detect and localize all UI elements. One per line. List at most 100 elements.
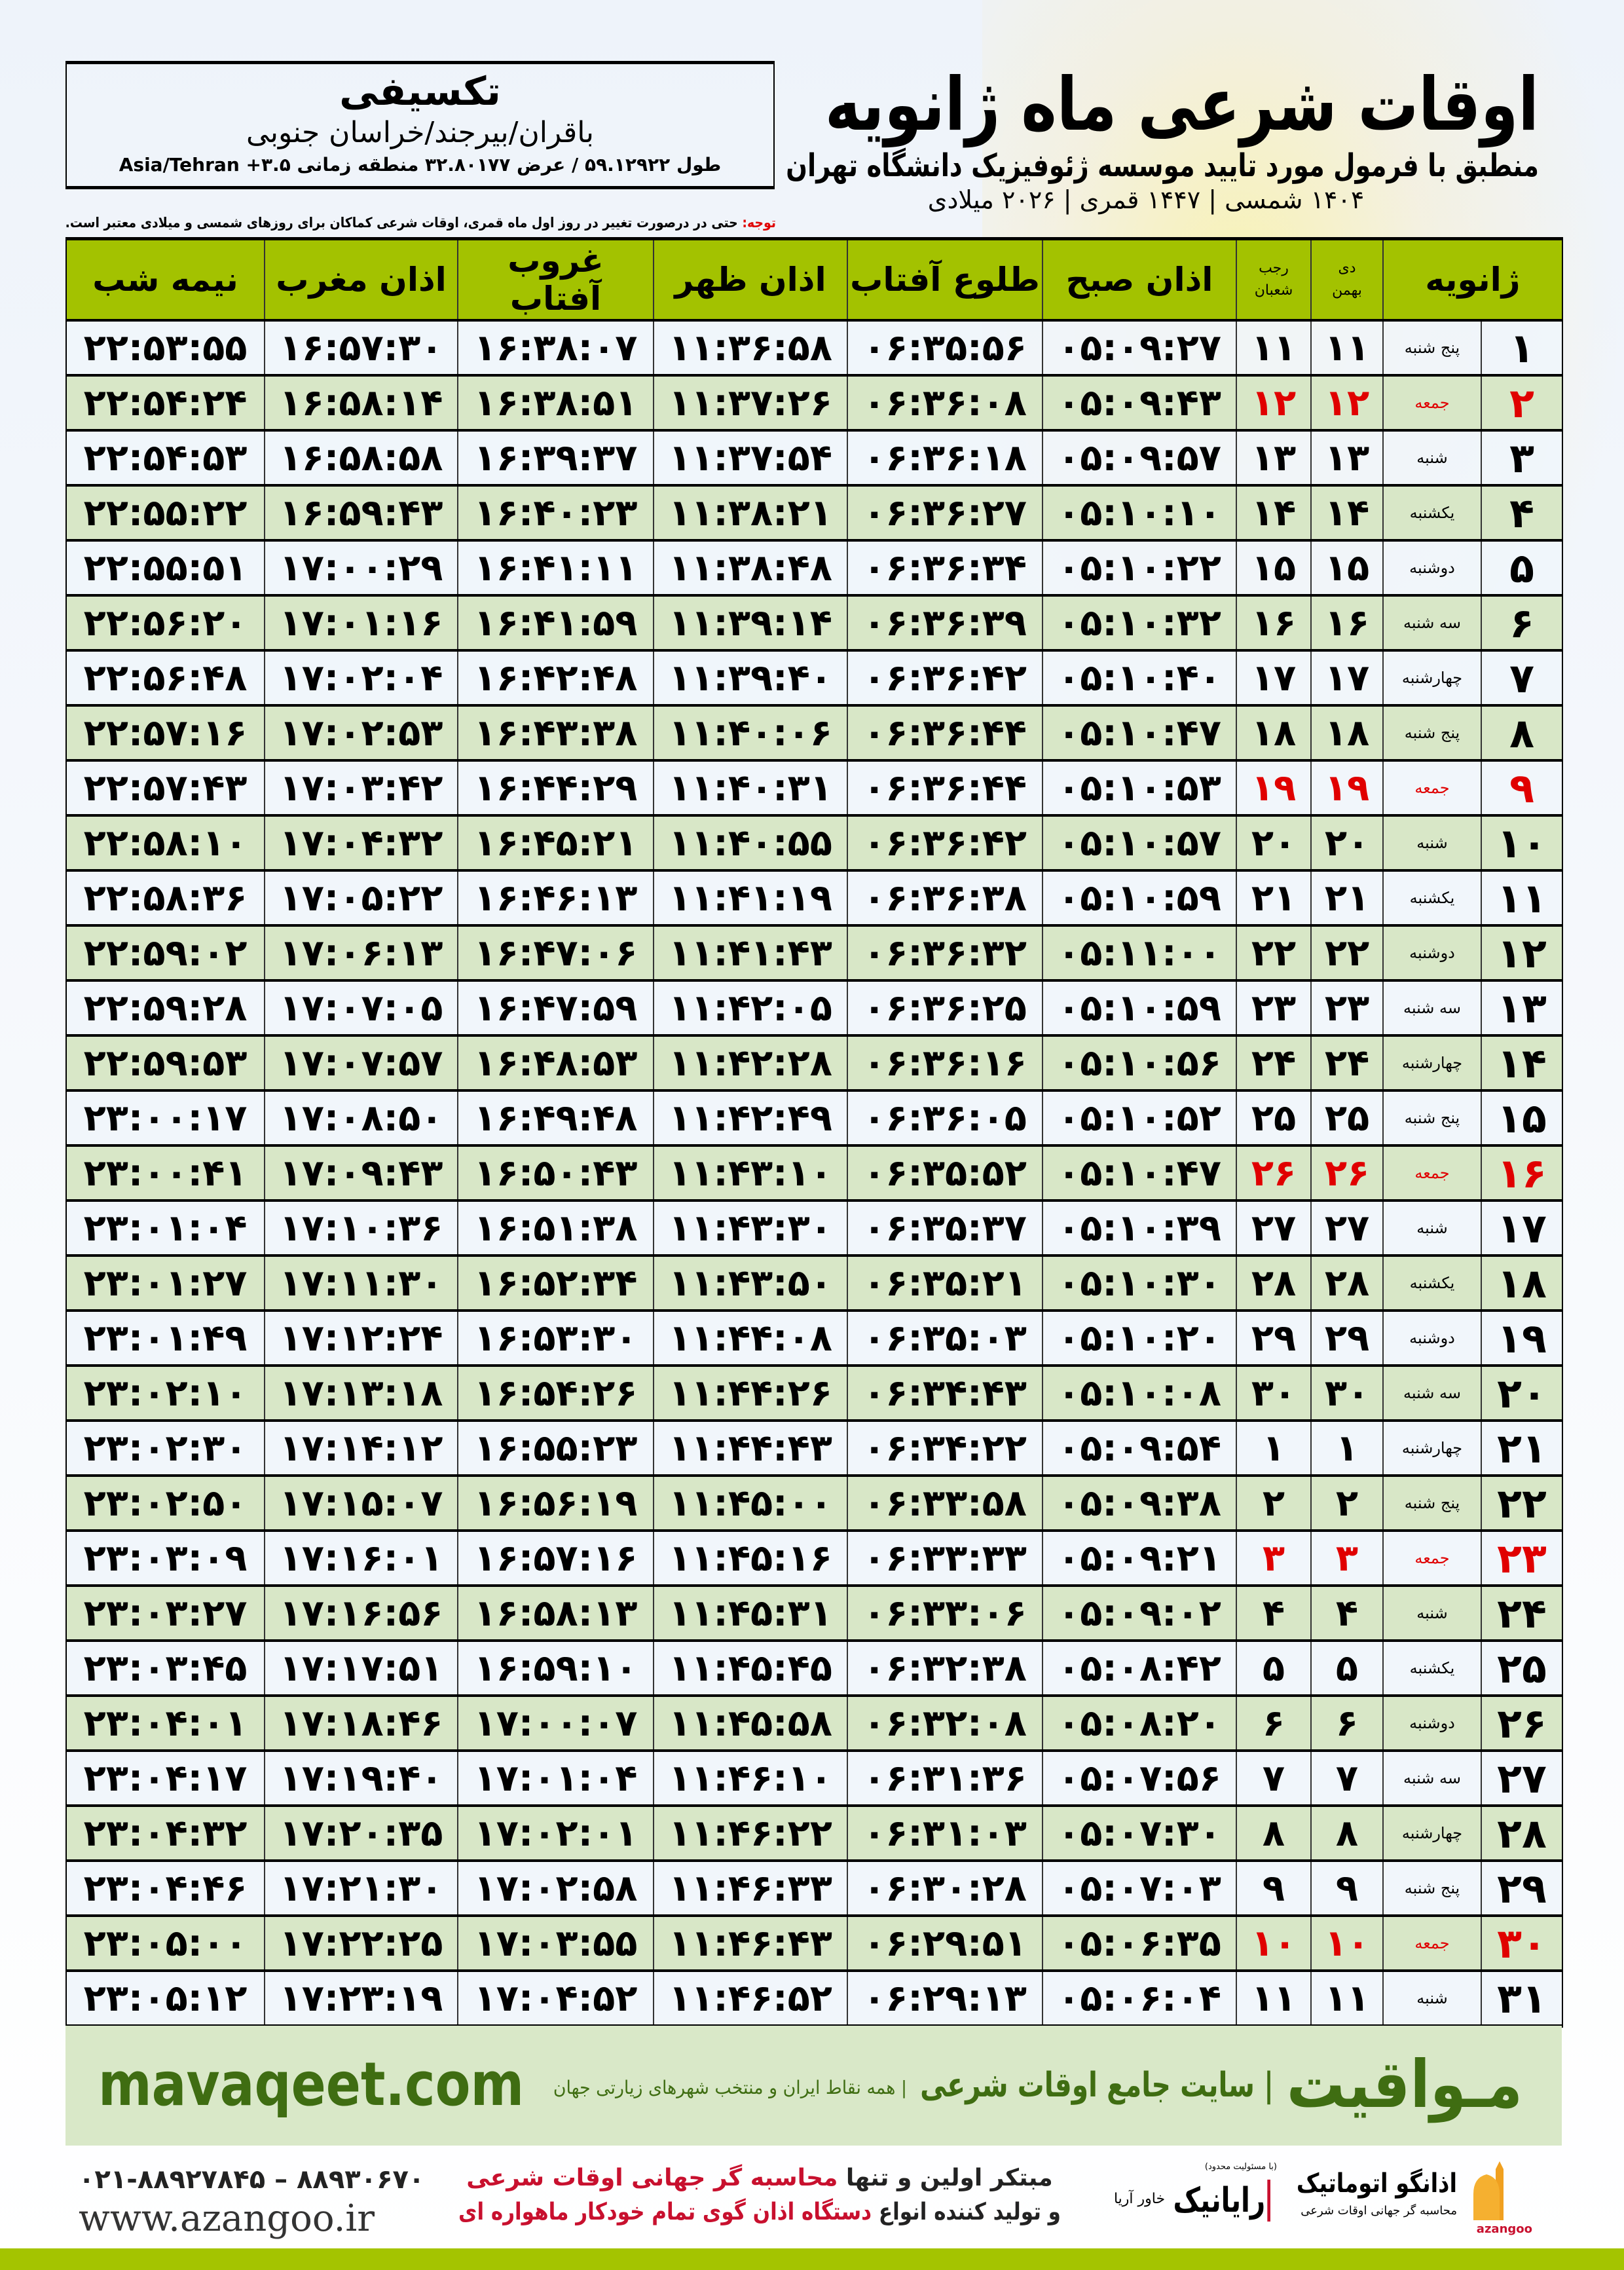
cell-dhuhr: ۱۱:۳۷:۵۴ bbox=[653, 429, 847, 485]
cell-qamari-day: ۴ bbox=[1236, 1584, 1311, 1641]
cell-day: ۲۰ bbox=[1481, 1364, 1563, 1421]
prayer-times-table: ژانویه دی بهمن رجب شعبان اذان صبح طلوع آفت… bbox=[65, 237, 1563, 2028]
cell-shamsi-day-value: ۲۱ bbox=[1324, 876, 1370, 920]
cell-day: ۷ bbox=[1481, 649, 1563, 705]
table-row: ۱۸ یکشنبه ۲۸ ۲۸ ۰۵:۱۰:۳۰ ۰۶:۳۵:۲۱ ۱۱:۴۳:۵۰ ۱۶:۵… bbox=[65, 1254, 1563, 1311]
cell-sunrise-value: ۰۶:۳۱:۳۶ bbox=[863, 1757, 1027, 1800]
cell-weekday-value: شنبه bbox=[1416, 1219, 1448, 1237]
cell-qamari-day: ۷ bbox=[1236, 1749, 1311, 1806]
cell-weekday: پنج شنبه bbox=[1382, 1089, 1481, 1145]
cell-qamari-day: ۲۳ bbox=[1236, 979, 1311, 1035]
cell-shamsi-day: ۷ bbox=[1310, 1749, 1383, 1806]
cell-fajr: ۰۵:۰۹:۵۷ bbox=[1042, 429, 1236, 485]
cell-fajr-value: ۰۵:۱۰:۱۰ bbox=[1058, 491, 1221, 534]
table-row: ۱۲ دوشنبه ۲۲ ۲۲ ۰۵:۱۱:۰۰ ۰۶:۳۶:۳۲ ۱۱:۴۱:۴۳ ۱۶:۴… bbox=[65, 924, 1563, 980]
cell-fajr: ۰۵:۱۰:۴۰ bbox=[1042, 649, 1236, 705]
cell-sunrise-value: ۰۶:۳۲:۰۸ bbox=[863, 1702, 1027, 1745]
cell-sunrise-value: ۰۶:۳۴:۲۲ bbox=[863, 1426, 1027, 1470]
cell-dhuhr-value: ۱۱:۴۶:۱۰ bbox=[669, 1757, 832, 1800]
cell-sunrise: ۰۶:۳۶:۳۲ bbox=[847, 924, 1043, 980]
cell-fajr: ۰۵:۱۱:۰۰ bbox=[1042, 924, 1236, 980]
cell-fajr-value: ۰۵:۱۰:۴۷ bbox=[1058, 711, 1221, 754]
cell-fajr: ۰۵:۱۰:۴۷ bbox=[1042, 704, 1236, 760]
cell-maghrib-value: ۱۶:۵۷:۳۰ bbox=[279, 326, 443, 369]
cell-day: ۳۰ bbox=[1481, 1914, 1563, 1971]
cell-day-value: ۱۰ bbox=[1497, 819, 1547, 867]
cell-qamari-day: ۸ bbox=[1236, 1804, 1311, 1861]
cell-day-value: ۱ bbox=[1509, 324, 1534, 372]
cell-qamari-day-value: ۱۵ bbox=[1251, 546, 1297, 589]
cell-weekday: شنبه bbox=[1382, 1969, 1481, 2028]
cell-weekday: دوشنبه bbox=[1382, 539, 1481, 595]
cell-shamsi-day: ۲۵ bbox=[1310, 1089, 1383, 1145]
cell-weekday: شنبه bbox=[1382, 1199, 1481, 1256]
cell-midnight: ۲۲:۵۸:۳۶ bbox=[65, 869, 265, 925]
cell-midnight: ۲۳:۰۴:۰۱ bbox=[65, 1694, 265, 1751]
cell-fajr-value: ۰۵:۱۰:۴۰ bbox=[1058, 656, 1221, 699]
cell-sunset: ۱۶:۴۷:۵۹ bbox=[457, 979, 654, 1035]
cell-qamari-day-value: ۲۸ bbox=[1251, 1261, 1297, 1305]
cell-sunrise-value: ۰۶:۳۵:۳۷ bbox=[863, 1206, 1027, 1250]
cell-sunrise-value: ۰۶:۳۶:۳۲ bbox=[863, 931, 1027, 975]
cell-fajr-value: ۰۵:۱۰:۵۷ bbox=[1058, 821, 1221, 865]
header-sunset: غروب آفتاب bbox=[457, 237, 654, 320]
promo-line-2: و تولید کننده انواع دستگاه اذان گوی تمام… bbox=[458, 2195, 1061, 2229]
cell-sunrise: ۰۶:۳۳:۵۸ bbox=[847, 1474, 1043, 1531]
cell-weekday: پنج شنبه bbox=[1382, 1474, 1481, 1531]
cell-qamari-day-value: ۴ bbox=[1262, 1591, 1285, 1635]
cell-sunrise: ۰۶:۳۶:۳۴ bbox=[847, 539, 1043, 595]
header-qamari-top: رجب bbox=[1259, 260, 1289, 276]
cell-maghrib: ۱۷:۰۹:۴۳ bbox=[264, 1144, 458, 1200]
cell-day: ۱۷ bbox=[1481, 1199, 1563, 1256]
cell-sunset-value: ۱۶:۵۰:۴۳ bbox=[473, 1151, 638, 1195]
cell-weekday-value: سه شنبه bbox=[1403, 614, 1462, 632]
cell-maghrib-value: ۱۷:۱۵:۰۷ bbox=[279, 1481, 443, 1525]
cell-qamari-day: ۶ bbox=[1236, 1694, 1311, 1751]
cell-maghrib: ۱۷:۱۷:۵۱ bbox=[264, 1639, 458, 1696]
cell-maghrib-value: ۱۷:۲۲:۲۵ bbox=[279, 1922, 443, 1965]
cell-qamari-day: ۱۳ bbox=[1236, 429, 1311, 485]
note-text: حتی در درصورت تغییر در روز اول ماه قمری،… bbox=[65, 215, 743, 231]
cell-qamari-day-value: ۱۷ bbox=[1251, 656, 1297, 699]
cell-midnight: ۲۲:۵۷:۴۳ bbox=[65, 759, 265, 815]
cell-maghrib: ۱۷:۰۶:۱۳ bbox=[264, 924, 458, 980]
cell-sunrise-value: ۰۶:۳۶:۳۸ bbox=[863, 876, 1027, 920]
cell-midnight: ۲۳:۰۲:۱۰ bbox=[65, 1364, 265, 1421]
cell-shamsi-day: ۲۴ bbox=[1310, 1034, 1383, 1090]
cell-maghrib-value: ۱۷:۰۶:۱۳ bbox=[279, 931, 443, 975]
cell-maghrib: ۱۷:۰۸:۵۰ bbox=[264, 1089, 458, 1145]
cell-weekday: سه شنبه bbox=[1382, 979, 1481, 1035]
cell-weekday-value: سه شنبه bbox=[1403, 1769, 1462, 1787]
cell-sunrise-value: ۰۶:۳۵:۲۱ bbox=[863, 1261, 1027, 1305]
azangoo-sub: محاسبه گر جهانی اوقات شرعی bbox=[1301, 2204, 1457, 2218]
cell-weekday-value: شنبه bbox=[1416, 449, 1448, 467]
cell-dhuhr: ۱۱:۳۹:۱۴ bbox=[653, 594, 847, 650]
cell-shamsi-day-value: ۵ bbox=[1335, 1647, 1359, 1690]
table-row: ۱۳ سه شنبه ۲۳ ۲۳ ۰۵:۱۰:۵۹ ۰۶:۳۶:۲۵ ۱۱:۴۲:۰۵ ۱۶:… bbox=[65, 979, 1563, 1035]
cell-sunset: ۱۶:۵۰:۴۳ bbox=[457, 1144, 654, 1200]
cell-sunrise: ۰۶:۳۶:۰۸ bbox=[847, 374, 1043, 430]
cell-day-value: ۹ bbox=[1509, 764, 1534, 812]
table-row: ۳۰ جمعه ۱۰ ۱۰ ۰۵:۰۶:۳۵ ۰۶:۲۹:۵۱ ۱۱:۴۶:۴۳ ۱۷:۰۳:… bbox=[65, 1914, 1563, 1971]
cell-sunset: ۱۶:۵۸:۱۳ bbox=[457, 1584, 654, 1641]
cell-fajr: ۰۵:۰۷:۵۶ bbox=[1042, 1749, 1236, 1806]
cell-weekday: سه شنبه bbox=[1382, 1749, 1481, 1806]
table-row: ۲۹ پنج شنبه ۹ ۹ ۰۵:۰۷:۰۳ ۰۶:۳۰:۲۸ ۱۱:۴۶:۳۳ ۱۷:۰… bbox=[65, 1859, 1563, 1916]
cell-sunset: ۱۶:۳۸:۵۱ bbox=[457, 374, 654, 430]
cell-shamsi-day-value: ۲۰ bbox=[1324, 821, 1370, 865]
cell-weekday: یکشنبه bbox=[1382, 484, 1481, 540]
cell-weekday-value: شنبه bbox=[1416, 834, 1448, 852]
cell-sunset-value: ۱۷:۰۴:۵۲ bbox=[473, 1977, 638, 2020]
website-link[interactable]: www.azangoo.ir bbox=[79, 2197, 375, 2240]
cell-fajr: ۰۵:۰۶:۳۵ bbox=[1042, 1914, 1236, 1971]
table-row: ۲۱ چهارشنبه ۱ ۱ ۰۵:۰۹:۵۴ ۰۶:۳۴:۲۲ ۱۱:۴۴:۴۳ ۱۶:۵… bbox=[65, 1419, 1563, 1476]
cell-day: ۲۵ bbox=[1481, 1639, 1563, 1696]
cell-shamsi-day-value: ۱۳ bbox=[1324, 436, 1370, 479]
cell-qamari-day: ۲۵ bbox=[1236, 1089, 1311, 1145]
cell-shamsi-day: ۸ bbox=[1310, 1804, 1383, 1861]
cell-sunrise-value: ۰۶:۳۵:۵۲ bbox=[863, 1151, 1027, 1195]
cell-fajr-value: ۰۵:۱۰:۲۲ bbox=[1058, 546, 1221, 589]
cell-shamsi-day-value: ۳۰ bbox=[1324, 1371, 1370, 1415]
cell-maghrib: ۱۷:۱۱:۳۰ bbox=[264, 1254, 458, 1311]
cell-day: ۶ bbox=[1481, 594, 1563, 650]
